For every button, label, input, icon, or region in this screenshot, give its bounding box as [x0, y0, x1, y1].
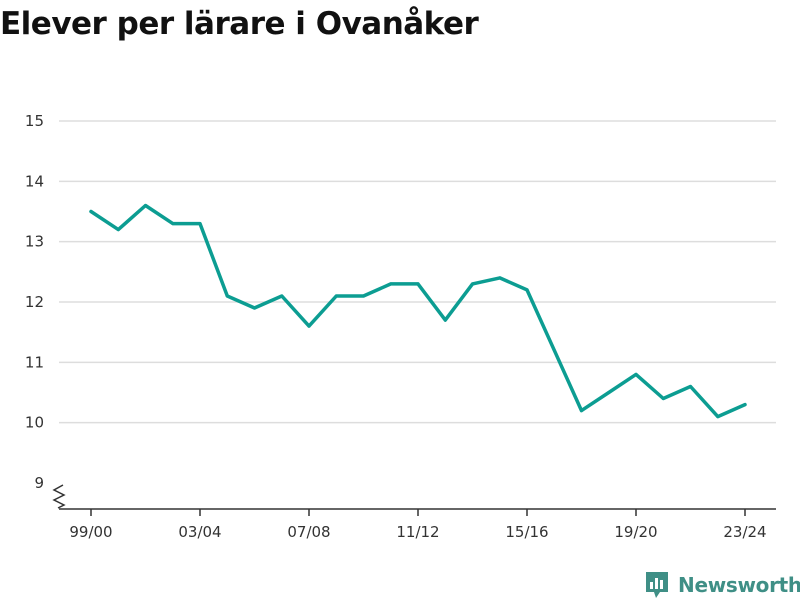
data-point [525, 288, 529, 292]
y-tick-label: 12 [25, 293, 44, 311]
axis-break-icon [52, 484, 66, 509]
x-axis-ticks: 99/00 03/04 07/08 11/12 15/16 19/20 23/24 [69, 509, 767, 541]
y-tick-label: 11 [25, 353, 44, 371]
data-point [280, 294, 284, 298]
brand-name: Newsworthy [678, 573, 800, 597]
data-point [416, 282, 420, 286]
data-point [334, 294, 338, 298]
axis-break-icon [52, 484, 66, 509]
data-point [661, 397, 665, 401]
y-tick-label: 13 [25, 233, 44, 251]
data-point [253, 306, 256, 310]
data-point [634, 372, 638, 376]
gridlines [59, 120, 776, 424]
x-tick-label: 19/20 [614, 523, 657, 541]
data-point [307, 324, 311, 328]
data-point [198, 222, 202, 226]
newsworthy-logo-icon [646, 572, 668, 598]
data-point [498, 276, 502, 280]
y-tick-label: 10 [25, 414, 44, 432]
data-point [716, 415, 720, 419]
data-point [689, 384, 692, 388]
chart-title: Elever per lärare i Ovanåker [0, 6, 479, 42]
data-point [225, 294, 229, 298]
x-tick-label: 23/24 [723, 523, 766, 541]
data-point [607, 391, 611, 394]
y-tick-label: 15 [25, 112, 44, 130]
data-point [389, 282, 393, 286]
data-point [443, 318, 447, 322]
x-tick-label: 03/04 [178, 523, 221, 541]
y-axis-ticks: 9 10 11 12 13 14 15 [25, 112, 44, 492]
data-point [743, 403, 747, 407]
data-point [471, 282, 474, 286]
y-tick-label: 9 [34, 474, 44, 492]
x-tick-label: 99/00 [69, 523, 112, 541]
series [89, 203, 747, 419]
x-tick-label: 07/08 [287, 523, 330, 541]
data-point [116, 228, 120, 232]
data-point [552, 348, 556, 352]
data-point [144, 203, 147, 207]
x-tick-label: 15/16 [505, 523, 548, 541]
data-point [580, 409, 583, 413]
data-point [362, 294, 365, 298]
newsworthy-brand[interactable]: Newsworthy [644, 570, 800, 600]
series-line [89, 203, 747, 419]
y-tick-label: 14 [25, 172, 44, 190]
data-point [89, 210, 93, 213]
x-tick-label: 11/12 [396, 523, 439, 541]
data-point [171, 222, 175, 226]
